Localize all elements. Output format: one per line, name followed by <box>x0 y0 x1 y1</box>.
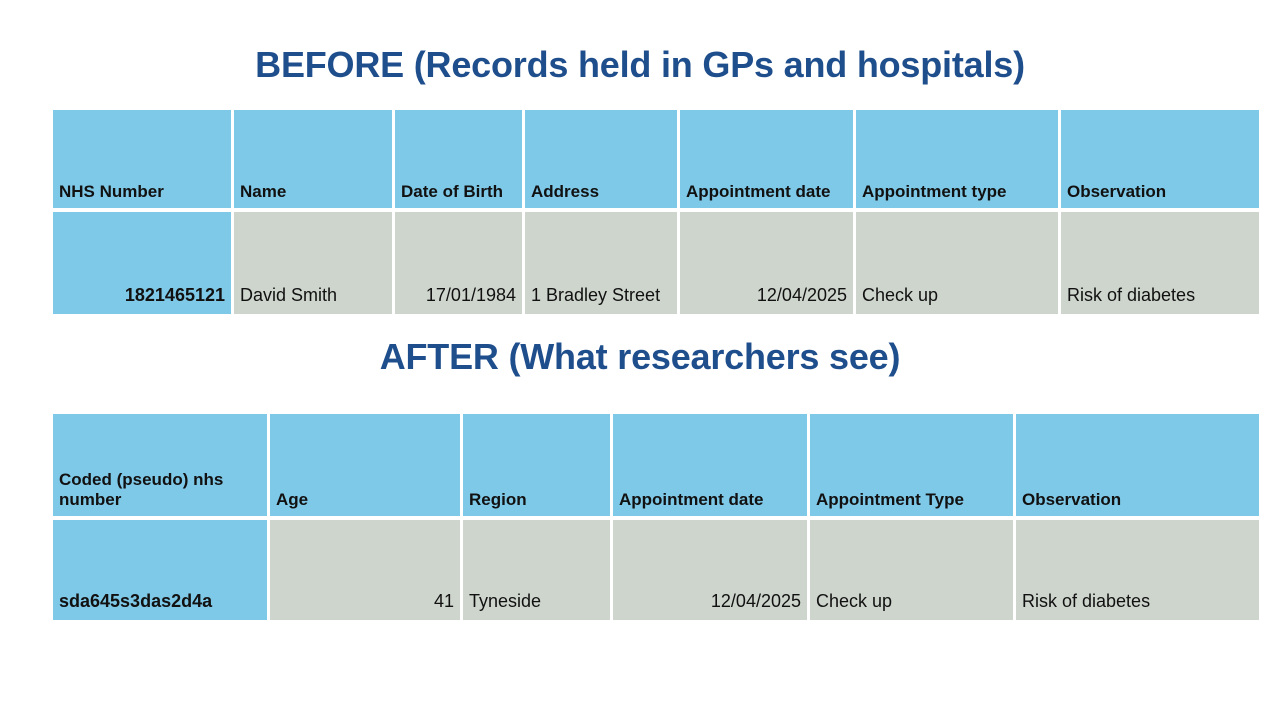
column-header-coded-nhs-number: Coded (pseudo) nhs number <box>53 414 270 520</box>
cell-appointment-type: Check up <box>856 212 1061 314</box>
cell-observation: Risk of diabetes <box>1061 212 1259 314</box>
cell-nhs-number: 1821465121 <box>53 212 234 314</box>
table-header-row: NHS Number Name Date of Birth Address Ap… <box>53 110 1259 212</box>
cell-appointment-type: Check up <box>810 520 1016 620</box>
cell-address: 1 Bradley Street <box>525 212 680 314</box>
column-header-appointment-type: Appointment type <box>856 110 1061 212</box>
column-header-observation: Observation <box>1016 414 1259 520</box>
table-row: sda645s3das2d4a 41 Tyneside 12/04/2025 C… <box>53 520 1259 620</box>
cell-region: Tyneside <box>463 520 613 620</box>
cell-name: David Smith <box>234 212 395 314</box>
column-header-appointment-date: Appointment date <box>680 110 856 212</box>
cell-coded-nhs-number: sda645s3das2d4a <box>53 520 270 620</box>
cell-observation: Risk of diabetes <box>1016 520 1259 620</box>
table-header-row: Coded (pseudo) nhs number Age Region App… <box>53 414 1259 520</box>
after-records-table: Coded (pseudo) nhs number Age Region App… <box>53 414 1259 620</box>
cell-appointment-date: 12/04/2025 <box>613 520 810 620</box>
column-header-nhs-number: NHS Number <box>53 110 234 212</box>
cell-age: 41 <box>270 520 463 620</box>
cell-appointment-date: 12/04/2025 <box>680 212 856 314</box>
column-header-region: Region <box>463 414 613 520</box>
column-header-observation: Observation <box>1061 110 1259 212</box>
before-section-title: BEFORE (Records held in GPs and hospital… <box>255 44 1025 85</box>
column-header-address: Address <box>525 110 680 212</box>
column-header-age: Age <box>270 414 463 520</box>
table-row: 1821465121 David Smith 17/01/1984 1 Brad… <box>53 212 1259 314</box>
before-records-table: NHS Number Name Date of Birth Address Ap… <box>53 110 1259 314</box>
column-header-name: Name <box>234 110 395 212</box>
column-header-date-of-birth: Date of Birth <box>395 110 525 212</box>
cell-date-of-birth: 17/01/1984 <box>395 212 525 314</box>
after-section-title: AFTER (What researchers see) <box>379 336 901 377</box>
column-header-appointment-type: Appointment Type <box>810 414 1016 520</box>
column-header-appointment-date: Appointment date <box>613 414 810 520</box>
